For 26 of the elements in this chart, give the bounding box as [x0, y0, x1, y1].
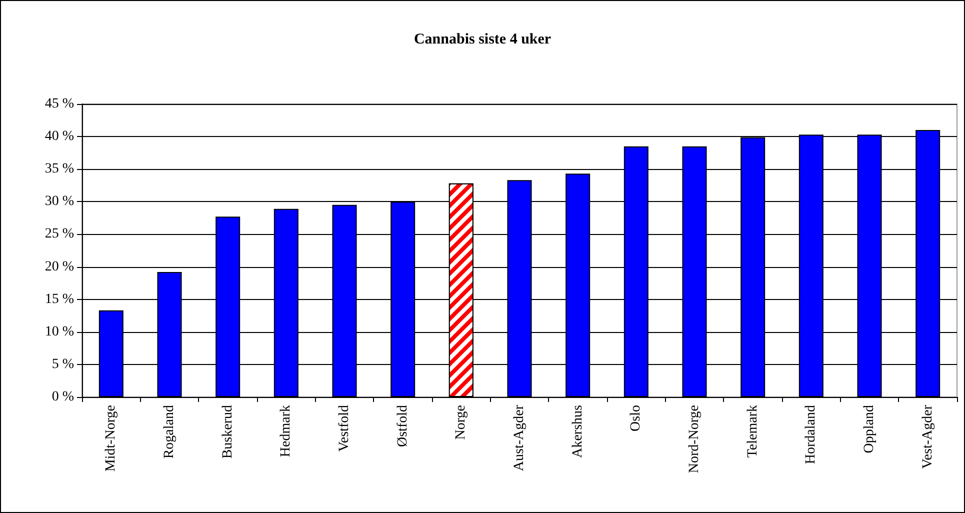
- y-tick-label: 35 %: [44, 162, 74, 177]
- x-tick-label: Buskerud: [220, 405, 236, 459]
- chart-title: Cannabis siste 4 uker: [414, 32, 552, 48]
- x-tick-label: Vestfold: [337, 405, 352, 452]
- x-tick-label: Telemark: [745, 405, 760, 458]
- x-tick-label: Oppland: [862, 405, 877, 454]
- y-tick-label: 5 %: [52, 356, 74, 372]
- y-tick-label: 45 %: [44, 96, 74, 112]
- y-tick-label: 20 %: [44, 259, 74, 274]
- y-tick-label: 25 %: [44, 226, 74, 242]
- x-tick-label: Østfold: [395, 405, 410, 447]
- x-tick-label: Rogaland: [162, 405, 177, 459]
- x-tick-label: Aust-Agder: [512, 404, 527, 472]
- y-tick-label: 40 %: [44, 129, 74, 144]
- x-tick-label: Nord-Norge: [687, 405, 702, 474]
- y-tick-label: 10 %: [44, 324, 74, 340]
- x-tick-label: Midt-Norge: [104, 405, 119, 472]
- x-tick-label: Oslo: [628, 405, 644, 432]
- y-tick-label: 30 %: [44, 194, 74, 210]
- y-tick-label: 15 %: [44, 292, 74, 307]
- x-tick-label: Vest-Agder: [920, 404, 936, 469]
- x-tick-label: Norge: [454, 405, 469, 440]
- x-tick-label: Hedmark: [278, 405, 294, 458]
- x-tick-label: Hordaland: [804, 405, 819, 464]
- x-tick-label: Akershus: [570, 405, 586, 458]
- y-tick-label: 0 %: [52, 390, 74, 404]
